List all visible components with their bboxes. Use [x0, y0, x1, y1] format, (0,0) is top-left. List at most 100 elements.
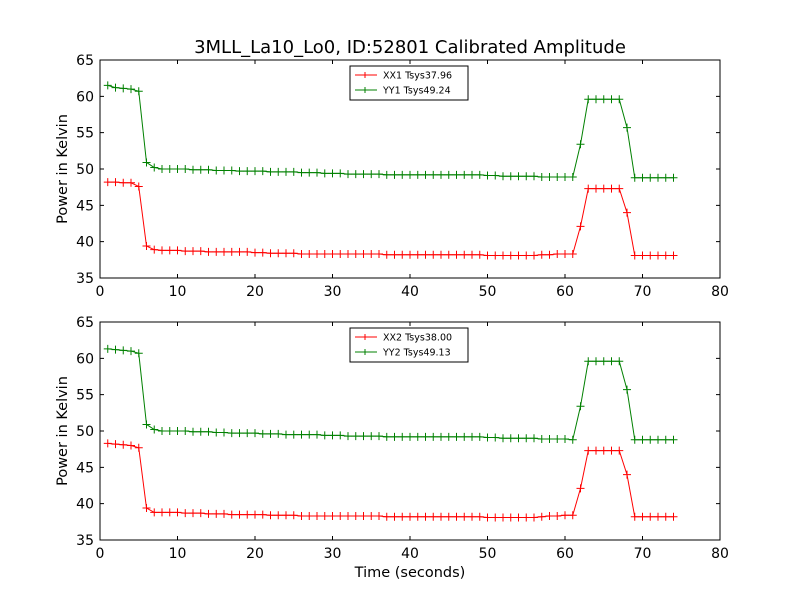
top-series-2-point [204, 165, 213, 174]
top-series-1-point [545, 250, 554, 259]
top-series-2-point [313, 168, 321, 177]
bottom-legend-marker [362, 334, 368, 340]
top-x-tick-label: 20 [246, 284, 264, 300]
top-legend-label: YY1 Tsys49.24 [382, 86, 451, 97]
top-series-1-point [344, 250, 352, 259]
top-series-2-point [607, 95, 616, 104]
bottom-series-1-point [475, 512, 484, 521]
top-legend-box [349, 65, 469, 101]
top-series-1-point [150, 245, 159, 254]
bottom-x-tick-label: 40 [401, 546, 419, 562]
top-series-2-point [646, 173, 655, 182]
bottom-series-2-point [444, 432, 453, 441]
bottom-series-1-point [561, 511, 569, 520]
bottom-series-1-point [491, 513, 500, 522]
bottom-y-tick-label: 45 [76, 460, 94, 476]
bottom-series-2-point [266, 429, 275, 438]
bottom-series-2-point [390, 432, 399, 441]
bottom-series-1-point [320, 512, 329, 521]
bottom-series-1-point [351, 512, 360, 521]
top-series-2-point [483, 171, 492, 180]
top-series-1 [103, 178, 678, 260]
bottom-series-1-point [584, 446, 593, 455]
bottom-series-1-point [173, 508, 182, 517]
bottom-series-2-point [235, 429, 244, 438]
bottom-x-tick-label: 20 [246, 546, 264, 562]
top-series-1-point [289, 249, 298, 258]
bottom-series-1-point [111, 440, 120, 449]
bottom-series-2-point [382, 432, 391, 441]
top-series-2-point [669, 173, 678, 182]
bottom-series-2-point [181, 427, 190, 435]
bottom-series-2 [103, 344, 678, 444]
bottom-series-2-point [623, 385, 631, 394]
bottom-series-2-point [344, 432, 352, 441]
bottom-series-1-point [134, 443, 143, 452]
top-series-2-point [475, 170, 484, 179]
bottom-series-1-point [506, 513, 515, 522]
bottom-series-1-point [189, 509, 197, 518]
bottom-series-2-point [220, 428, 228, 437]
top-y-tick-label: 65 [76, 53, 94, 69]
top-series-2-point [390, 170, 399, 179]
bottom-series-1-point [181, 509, 190, 518]
bottom-x-tick-label: 80 [711, 546, 729, 562]
top-series-1-point [615, 184, 624, 193]
bottom-series-1-point [623, 470, 631, 479]
top-series-1-point [103, 178, 112, 187]
bottom-series-1-point [382, 512, 391, 521]
top-series-2-point [119, 84, 128, 93]
bottom-series-2-point [661, 435, 670, 444]
bottom-legend-label: YY2 Tsys49.13 [382, 348, 451, 359]
top-series-1-point [537, 250, 546, 259]
top-series-2-point [173, 165, 182, 173]
top-series-1-point [491, 251, 500, 260]
bottom-y-tick-label: 65 [76, 315, 94, 331]
top-series-2-point [127, 85, 135, 94]
bottom-legend-box [349, 327, 469, 363]
bottom-series-2-point [165, 427, 174, 435]
bottom-series-1-point [421, 512, 430, 521]
bottom-series-1-point [592, 446, 600, 455]
bottom-series-2-point [103, 344, 112, 353]
top-axes: 0 10 20 30 40 50 60 70 80 35 40 45 50 55 60 65 Power in … [55, 53, 729, 300]
top-y-tick-label: 40 [76, 235, 94, 251]
top-x-tick-label: 10 [169, 284, 187, 300]
bottom-series-2-point [251, 429, 259, 438]
top-series-2-point [452, 170, 461, 179]
top-series-1-point [235, 247, 244, 256]
bottom-y-tick-label: 60 [76, 351, 94, 367]
bottom-series-1-point [150, 508, 159, 517]
bottom-series-1-point [196, 509, 205, 518]
bottom-series-2-point [320, 431, 329, 440]
bottom-series-1-point [305, 512, 314, 521]
bottom-series-1-point [468, 512, 476, 521]
top-series-2-point [367, 170, 376, 179]
bottom-series-2-point [491, 433, 500, 442]
top-series-2-point [165, 165, 174, 173]
top-series-2-point [576, 140, 585, 149]
top-series-2-point [522, 172, 531, 181]
top-series-2-point [545, 172, 554, 181]
top-series-1-point [654, 251, 662, 260]
top-x-tick-label: 80 [711, 284, 729, 300]
bottom-legend-label: XX2 Tsys38.00 [383, 333, 452, 344]
top-y-tick-label: 35 [76, 271, 94, 287]
bottom-series-2-point [289, 430, 298, 439]
top-series-2-point [235, 167, 244, 176]
bottom-series-1-point [344, 512, 352, 521]
bottom-series-2-point [173, 427, 182, 435]
top-series-1-point [437, 250, 445, 259]
bottom-y-tick-label: 40 [76, 497, 94, 513]
top-series-2-point [468, 170, 476, 179]
top-series-2-point [181, 165, 190, 173]
bottom-series-1-point [530, 513, 538, 522]
top-series-2-point [220, 166, 228, 175]
top-series-1-point [158, 246, 166, 255]
top-series-1-point [390, 250, 399, 259]
top-series-1-point [553, 250, 562, 259]
bottom-series-2-point [398, 432, 407, 441]
top-series-1-point [599, 184, 608, 193]
bottom-series-2-point [669, 435, 678, 444]
